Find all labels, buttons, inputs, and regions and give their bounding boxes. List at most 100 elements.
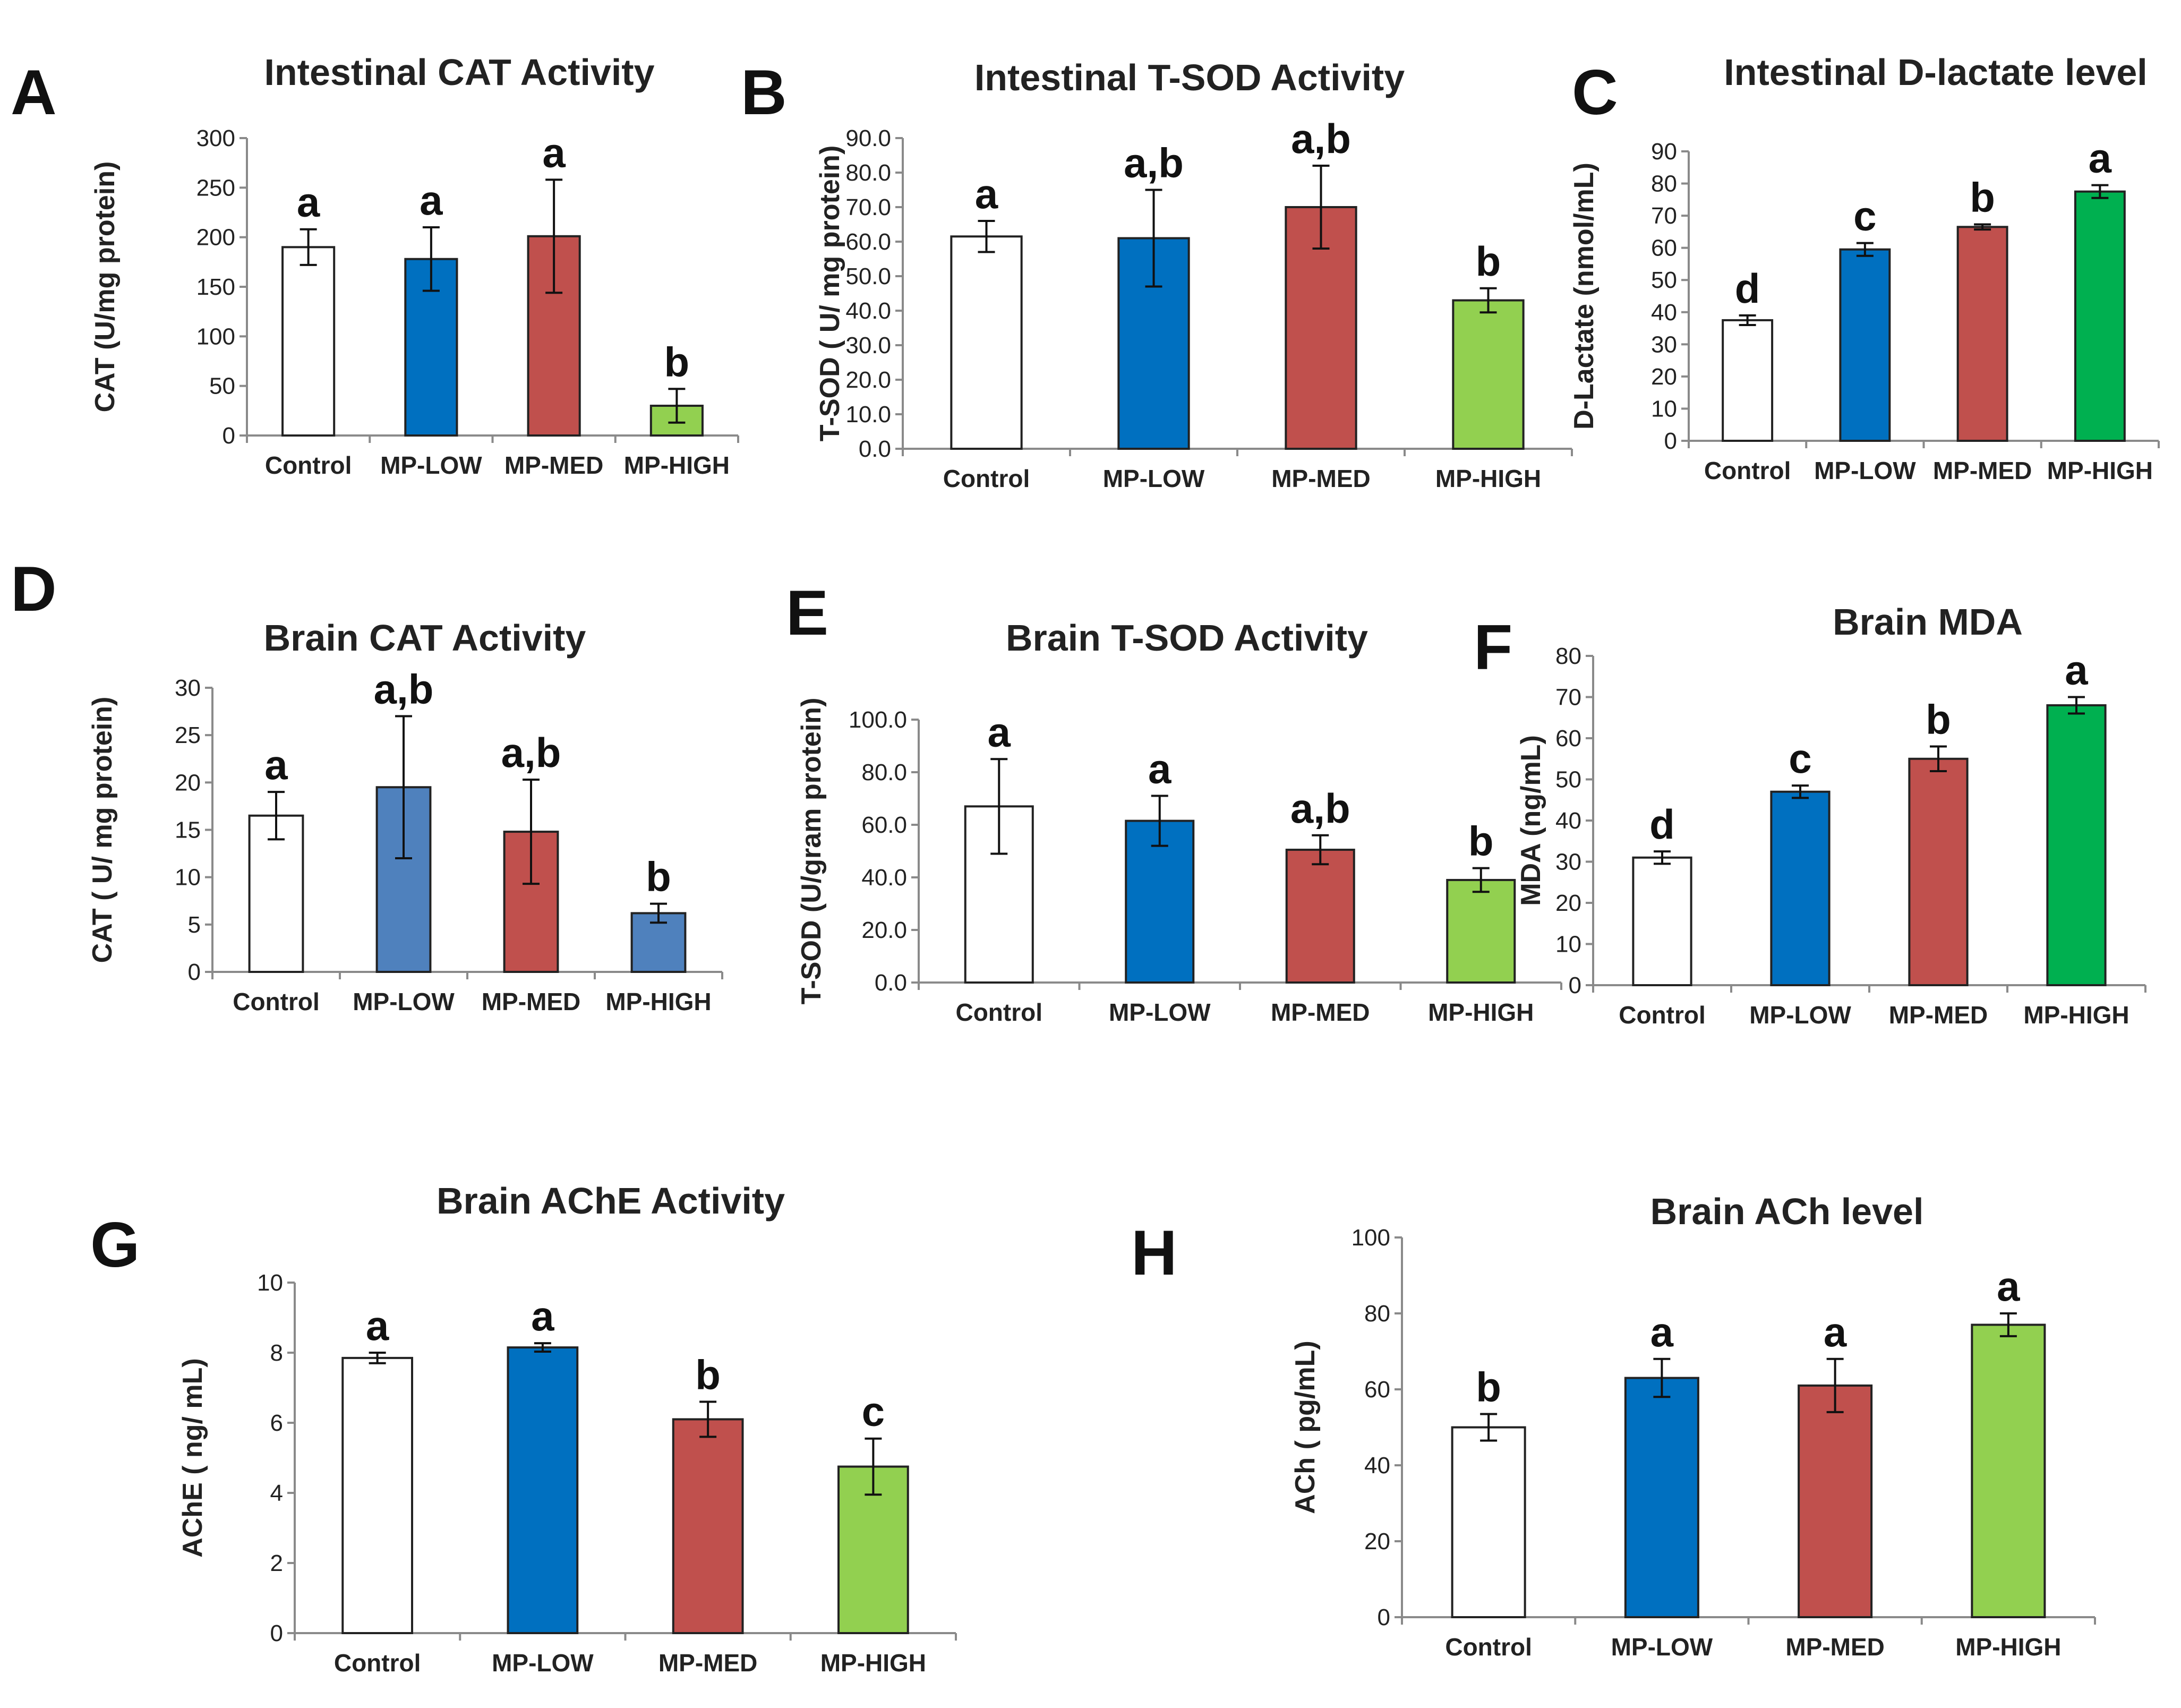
chart-title: Intestinal T-SOD Activity <box>974 57 1405 98</box>
category-label: Control <box>1445 1633 1532 1661</box>
y-tick-label: 60 <box>1364 1377 1390 1403</box>
y-tick-label: 30.0 <box>845 332 891 358</box>
panel-letter: E <box>786 577 828 648</box>
y-tick-label: 20.0 <box>861 917 907 943</box>
significance-label: a <box>420 177 443 224</box>
y-tick-label: 30 <box>1555 849 1581 875</box>
y-tick-label: 200 <box>196 225 235 251</box>
category-label: MP-MED <box>1271 465 1371 492</box>
bar-control <box>950 235 1023 450</box>
chart-title: Intestinal CAT Activity <box>264 52 654 93</box>
y-tick-label: 80.0 <box>861 759 907 785</box>
bar-mp-low <box>507 1346 579 1635</box>
y-tick-label: 60.0 <box>861 812 907 838</box>
bar-control <box>1451 1426 1526 1618</box>
chart-panel-d: D Brain CAT Activity CAT ( U/ mg protein) 0… <box>11 553 723 1015</box>
category-label: MP-HIGH <box>820 1649 926 1677</box>
category-label: MP-HIGH <box>2047 457 2153 484</box>
y-tick-label: 0 <box>270 1620 283 1646</box>
y-axis-label: T-SOD (U/gram protein) <box>796 698 827 1005</box>
y-tick-label: 10.0 <box>845 402 891 428</box>
significance-label: a <box>366 1302 389 1349</box>
bar-control <box>1722 319 1774 442</box>
y-tick-label: 0 <box>1569 972 1581 998</box>
y-tick-label: 15 <box>175 817 201 843</box>
y-tick-label: 10 <box>1651 396 1677 422</box>
y-tick-label: 100 <box>196 323 235 349</box>
y-tick-label: 0 <box>1378 1604 1390 1630</box>
bar-mp-high <box>2074 190 2126 442</box>
significance-label: a,b <box>1290 785 1350 832</box>
y-tick-label: 20 <box>1651 364 1677 390</box>
bar-mp-high <box>1452 299 1525 450</box>
bar-control <box>341 1356 413 1634</box>
significance-label: c <box>1789 735 1811 782</box>
category-label: MP-HIGH <box>624 451 730 479</box>
significance-label: b <box>1970 174 1995 220</box>
category-label: Control <box>334 1649 421 1677</box>
y-tick-label: 70 <box>1651 203 1677 229</box>
category-label: MP-MED <box>504 451 604 479</box>
y-tick-label: 40.0 <box>861 865 907 891</box>
y-tick-label: 0 <box>223 423 235 449</box>
category-label: Control <box>1619 1001 1706 1029</box>
significance-label: a,b <box>1291 115 1351 162</box>
category-label: Control <box>265 451 352 479</box>
significance-label: b <box>646 853 671 900</box>
y-tick-label: 300 <box>196 125 235 151</box>
significance-label: a <box>2089 135 2112 182</box>
chart-title: Brain AChE Activity <box>437 1180 785 1222</box>
significance-label: b <box>1468 818 1494 865</box>
significance-label: b <box>695 1351 721 1398</box>
chart-panel-b: B Intestinal T-SOD Activity T-SOD ( U/ mg … <box>741 57 1573 492</box>
significance-label: a <box>2065 647 2088 694</box>
y-tick-label: 0 <box>188 959 201 985</box>
y-tick-label: 50 <box>209 373 235 399</box>
panel-letter: A <box>11 57 57 128</box>
y-tick-label: 100.0 <box>849 707 907 733</box>
category-label: MP-LOW <box>492 1649 594 1677</box>
significance-label: a <box>1650 1309 1674 1355</box>
significance-label: b <box>1476 1363 1501 1410</box>
y-tick-label: 40 <box>1364 1453 1390 1479</box>
bar-mp-med <box>1956 226 2008 442</box>
y-tick-label: 6 <box>270 1410 283 1436</box>
y-tick-label: 150 <box>196 274 235 300</box>
bar-control <box>281 246 336 437</box>
y-axis-label: AChE ( ng/ mL) <box>177 1358 208 1558</box>
y-tick-label: 40 <box>1651 300 1677 326</box>
y-tick-label: 70.0 <box>845 194 891 220</box>
y-tick-label: 10 <box>1555 932 1581 958</box>
category-label: MP-MED <box>1889 1001 1988 1029</box>
category-label: MP-HIGH <box>1428 998 1534 1026</box>
chart-title: Brain T-SOD Activity <box>1006 617 1368 659</box>
significance-label: a <box>1824 1309 1847 1355</box>
panel-letter: C <box>1572 57 1618 128</box>
y-tick-label: 8 <box>270 1340 283 1366</box>
y-tick-label: 100 <box>1352 1225 1390 1251</box>
bar-mp-high <box>1446 878 1516 984</box>
category-label: MP-MED <box>482 988 581 1015</box>
chart-title: Brain ACh level <box>1650 1191 1924 1232</box>
category-label: MP-LOW <box>1109 998 1211 1026</box>
y-tick-label: 50 <box>1555 767 1581 793</box>
chart-panel-h: H Brain ACh level ACh ( pg/mL) 0 20 40 60 80 100… <box>1131 1191 2096 1661</box>
bar-mp-high <box>2046 704 2107 986</box>
y-tick-label: 0 <box>1664 428 1677 454</box>
bar-mp-med <box>1798 1384 1873 1619</box>
y-tick-label: 250 <box>196 175 235 201</box>
y-tick-label: 80 <box>1555 643 1581 669</box>
y-tick-label: 80 <box>1364 1301 1390 1327</box>
panel-letter: F <box>1474 612 1512 683</box>
y-tick-label: 2 <box>270 1550 283 1576</box>
y-tick-label: 80 <box>1651 171 1677 197</box>
panel-letter: B <box>741 57 787 128</box>
y-axis-label: CAT ( U/ mg protein) <box>87 697 118 963</box>
significance-label: c <box>862 1388 885 1435</box>
significance-label: b <box>664 338 690 385</box>
chart-panel-a: A Intestinal CAT Activity CAT (U/mg protei… <box>11 52 739 479</box>
y-tick-label: 20.0 <box>845 367 891 393</box>
significance-label: a <box>542 129 566 176</box>
chart-title: Brain MDA <box>1833 601 2023 643</box>
category-label: MP-LOW <box>1103 465 1205 492</box>
